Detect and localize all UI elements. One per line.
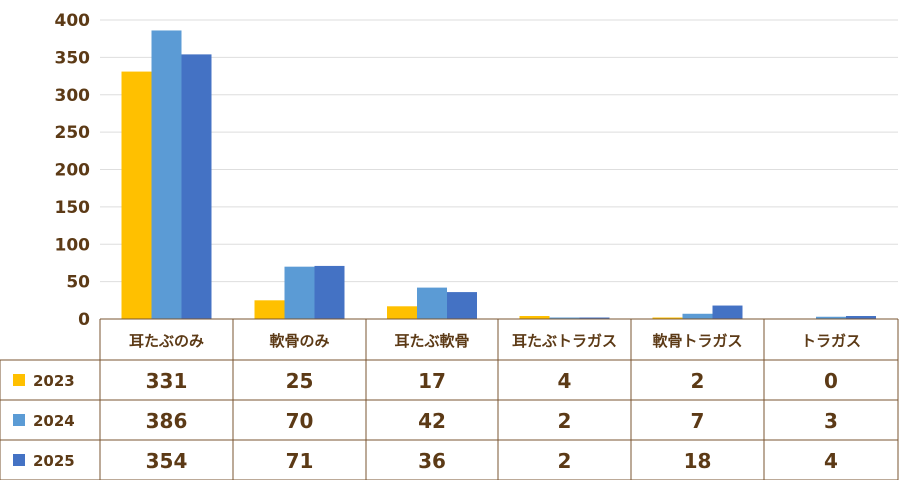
data-label-2023-5: 0 xyxy=(824,369,838,393)
legend-swatch-2023 xyxy=(13,374,25,386)
y-tick-label: 400 xyxy=(55,11,91,31)
bar-2024-0 xyxy=(151,30,182,320)
bar-2023-1 xyxy=(254,300,285,319)
category-label: 耳たぶ軟骨 xyxy=(394,332,469,350)
data-label-2024-1: 70 xyxy=(286,409,314,433)
bar-2024-1 xyxy=(284,266,315,319)
data-label-2024-2: 42 xyxy=(418,409,446,433)
data-label-2024-5: 3 xyxy=(824,409,838,433)
bar-2025-1 xyxy=(314,265,345,319)
y-tick-label: 200 xyxy=(55,161,91,181)
data-label-2023-4: 2 xyxy=(691,369,705,393)
data-label-2024-4: 7 xyxy=(691,409,705,433)
y-tick-label: 50 xyxy=(66,273,90,293)
category-label: 耳たぶのみ xyxy=(129,332,204,350)
y-tick-label: 350 xyxy=(55,48,91,68)
data-label-2023-3: 4 xyxy=(558,369,572,393)
bar-2024-5 xyxy=(816,316,846,319)
y-tick-label: 300 xyxy=(55,86,91,106)
bar-2025-3 xyxy=(579,317,610,319)
legend-swatch-2024 xyxy=(13,414,25,426)
data-label-2025-4: 18 xyxy=(684,449,712,473)
gridlines xyxy=(100,19,898,283)
category-label: 耳たぶトラガス xyxy=(512,332,617,350)
legend-label: 2025 xyxy=(33,452,75,470)
y-tick-label: 100 xyxy=(55,235,91,255)
y-axis: 0 50 100 150 200 250 300 350 400 xyxy=(55,11,91,330)
bar-2025-5 xyxy=(846,316,876,319)
data-label-2025-5: 4 xyxy=(824,449,838,473)
legend-label: 2024 xyxy=(33,412,75,430)
y-tick-label: 0 xyxy=(78,310,90,330)
bars xyxy=(121,30,876,320)
bar-2025-4 xyxy=(712,305,743,319)
legend-swatch-2025 xyxy=(13,454,25,466)
data-label-2025-1: 71 xyxy=(286,449,314,473)
data-label-2024-0: 386 xyxy=(146,409,188,433)
data-label-2023-1: 25 xyxy=(286,369,314,393)
category-label: トラガス xyxy=(801,332,861,350)
bar-2025-0 xyxy=(181,54,212,319)
bar-2025-2 xyxy=(447,292,477,319)
bar-2024-2 xyxy=(417,287,447,319)
legend-label: 2023 xyxy=(33,372,75,390)
data-label-2024-3: 2 xyxy=(558,409,572,433)
data-label-2025-2: 36 xyxy=(418,449,446,473)
category-label: 軟骨のみ xyxy=(269,332,329,350)
bar-2023-3 xyxy=(519,316,550,319)
y-tick-label: 150 xyxy=(55,198,91,218)
bar-2024-4 xyxy=(682,313,713,319)
bar-2023-0 xyxy=(121,71,152,319)
data-label-2025-0: 354 xyxy=(146,449,188,473)
data-label-2023-2: 17 xyxy=(418,369,446,393)
data-label-2025-3: 2 xyxy=(558,449,572,473)
category-label: 軟骨トラガス xyxy=(652,332,742,350)
bar-2024-3 xyxy=(549,317,580,319)
bar-2023-2 xyxy=(387,306,417,319)
bar-2023-4 xyxy=(652,317,683,319)
y-tick-label: 250 xyxy=(55,123,91,143)
data-label-2023-0: 331 xyxy=(146,369,188,393)
